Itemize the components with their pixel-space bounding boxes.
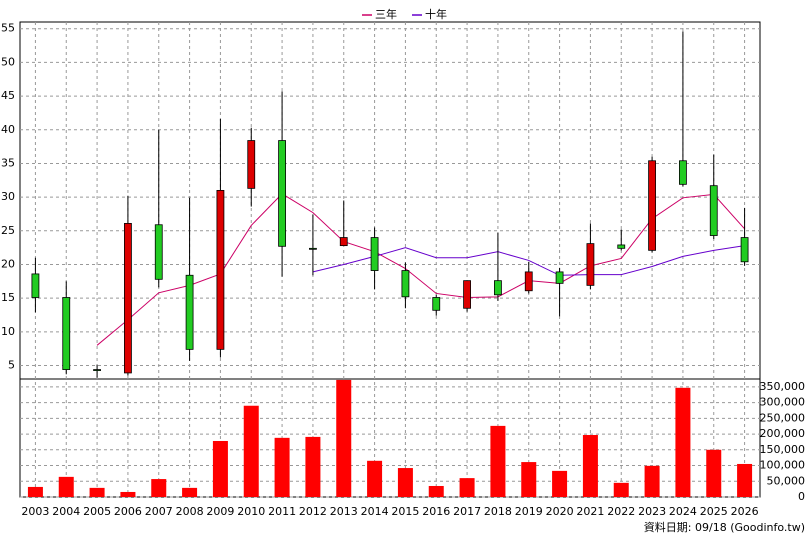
x-tick-label: 2011 xyxy=(268,505,296,518)
ma-line xyxy=(312,245,745,276)
volume-bar xyxy=(397,468,413,497)
volume-bar xyxy=(151,479,167,497)
volume-bar xyxy=(428,485,444,497)
y-tick-label: 35 xyxy=(1,156,15,169)
volume-bar xyxy=(274,437,290,497)
candle-body xyxy=(247,140,256,189)
candle-body xyxy=(494,280,502,296)
volume-bar xyxy=(58,476,74,497)
x-tick-label: 2015 xyxy=(391,505,419,518)
y2-tick-label: 0 xyxy=(798,490,805,503)
x-tick-label: 2009 xyxy=(206,505,234,518)
y-tick-label: 20 xyxy=(1,257,15,270)
y-tick-label: 50 xyxy=(1,55,15,68)
volume-bar xyxy=(737,463,753,497)
volume-bar xyxy=(613,482,629,497)
plot-frame xyxy=(19,21,761,498)
y2-tick-label: 100,000 xyxy=(760,459,806,472)
x-tick-label: 2019 xyxy=(515,505,543,518)
x-tick-label: 2005 xyxy=(83,505,111,518)
y-tick-label: 15 xyxy=(1,291,15,304)
candle-body xyxy=(370,237,379,271)
candle-body xyxy=(31,273,40,298)
volume-bar xyxy=(243,405,259,497)
y2-tick-label: 250,000 xyxy=(760,411,806,424)
x-tick-label: 2008 xyxy=(176,505,204,518)
y-tick-label: 45 xyxy=(1,89,15,102)
x-tick-label: 2010 xyxy=(237,505,265,518)
volume-bar xyxy=(367,460,383,497)
x-tick-label: 2006 xyxy=(114,505,142,518)
candle-body xyxy=(154,224,163,280)
x-tick-label: 2012 xyxy=(299,505,327,518)
candle-body xyxy=(617,244,626,249)
legend-label: 十年 xyxy=(425,7,447,21)
y2-tick-label: 300,000 xyxy=(760,396,806,409)
x-tick-label: 2023 xyxy=(638,505,666,518)
volume-bar xyxy=(305,436,321,497)
x-tick-label: 2025 xyxy=(700,505,728,518)
x-tick-label: 2007 xyxy=(145,505,173,518)
x-tick-label: 2014 xyxy=(361,505,389,518)
candle-body xyxy=(339,237,348,247)
candle-body xyxy=(93,369,101,371)
x-tick-label: 2022 xyxy=(607,505,635,518)
legend-label: 三年 xyxy=(375,7,397,21)
x-tick-label: 2013 xyxy=(330,505,358,518)
x-tick-label: 2018 xyxy=(484,505,512,518)
candle-body xyxy=(709,185,718,236)
volume-bar xyxy=(582,435,598,497)
volume-bar xyxy=(212,440,228,497)
y2-tick-label: 50,000 xyxy=(767,474,806,487)
volume-bar xyxy=(644,465,660,497)
volume-bar xyxy=(182,487,198,497)
candle-body xyxy=(432,297,441,311)
y2-tick-label: 350,000 xyxy=(760,380,806,393)
y2-tick-label: 200,000 xyxy=(760,427,806,440)
volume-bar xyxy=(521,462,537,497)
candle-body xyxy=(185,274,194,350)
volume-bar xyxy=(89,487,105,497)
volume-bar xyxy=(27,486,43,497)
x-tick-label: 2021 xyxy=(576,505,604,518)
candle-body xyxy=(463,280,471,309)
volume-bar xyxy=(459,478,475,497)
candle-body xyxy=(401,270,410,298)
x-tick-label: 2017 xyxy=(453,505,481,518)
candle-body xyxy=(648,160,656,251)
x-tick-label: 2004 xyxy=(52,505,80,518)
y-tick-label: 55 xyxy=(1,22,15,35)
y-tick-label: 5 xyxy=(8,359,15,372)
y-tick-label: 40 xyxy=(1,123,15,136)
volume-bar xyxy=(552,470,568,497)
volume-bar xyxy=(336,379,352,497)
candle-body xyxy=(62,297,71,370)
volume-bar xyxy=(675,387,691,497)
volume-bar xyxy=(706,449,722,497)
candle-body xyxy=(124,223,132,374)
candle-body xyxy=(586,243,595,286)
x-tick-label: 2026 xyxy=(731,505,759,518)
y-tick-label: 30 xyxy=(1,190,15,203)
candle-body xyxy=(555,271,564,284)
y-tick-label: 25 xyxy=(1,224,15,237)
candle-body xyxy=(679,160,687,185)
volume-bar xyxy=(120,491,136,497)
x-tick-label: 2024 xyxy=(669,505,697,518)
x-tick-label: 2020 xyxy=(546,505,574,518)
candle-body xyxy=(740,237,749,263)
candle-body xyxy=(309,247,317,250)
x-tick-label: 2016 xyxy=(422,505,450,518)
ma-line xyxy=(96,193,745,346)
candle-body xyxy=(216,189,225,350)
candle-body xyxy=(524,271,533,292)
candle-body xyxy=(278,140,286,247)
volume-bar xyxy=(490,425,506,497)
y2-tick-label: 150,000 xyxy=(760,443,806,456)
x-tick-label: 2003 xyxy=(21,505,49,518)
y-tick-label: 10 xyxy=(1,325,15,338)
footnote: 資料日期: 09/18 (Goodinfo.tw) xyxy=(644,520,805,534)
